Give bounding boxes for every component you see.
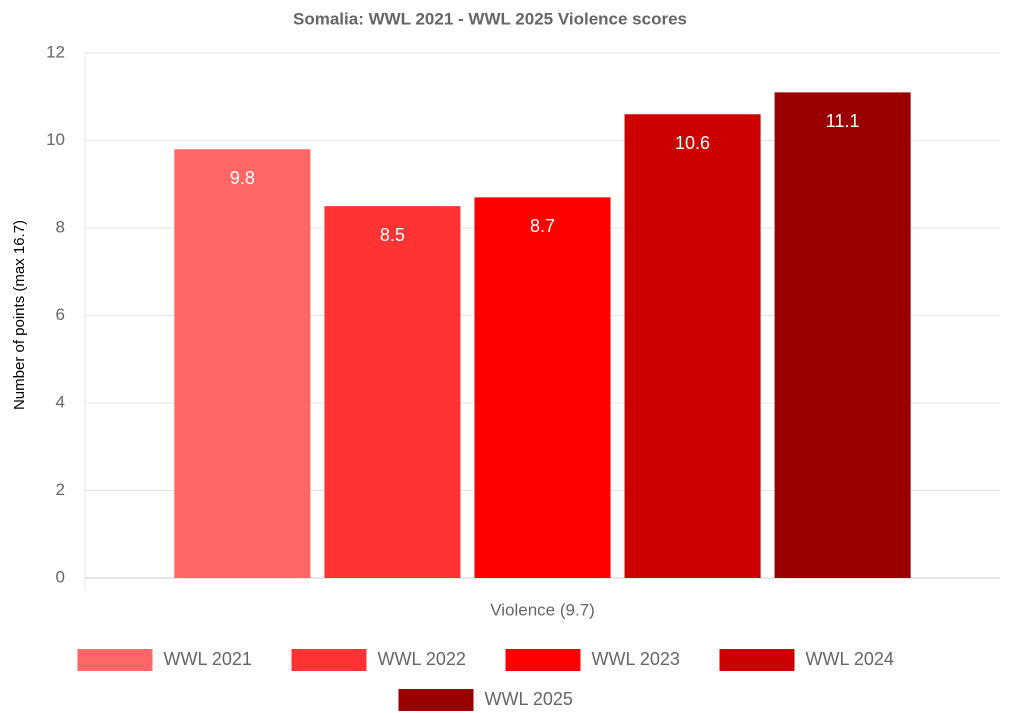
y-tick-label: 0 xyxy=(56,567,65,586)
legend-label: WWL 2024 xyxy=(806,649,894,669)
y-tick-label: 8 xyxy=(56,217,65,236)
legend-label: WWL 2022 xyxy=(378,649,466,669)
data-label: 11.1 xyxy=(826,111,860,131)
data-label: 8.7 xyxy=(530,216,555,236)
y-tick-label: 10 xyxy=(46,130,65,149)
data-label: 8.5 xyxy=(380,225,405,245)
legend-label: WWL 2021 xyxy=(164,649,252,669)
legend-swatch xyxy=(77,649,153,671)
chart-title: Somalia: WWL 2021 - WWL 2025 Violence sc… xyxy=(293,9,687,28)
x-tick-label: Violence (9.7) xyxy=(490,600,595,619)
bar xyxy=(624,114,761,578)
data-label: 9.8 xyxy=(230,168,255,188)
y-tick-label: 12 xyxy=(46,42,65,61)
bar xyxy=(324,206,461,578)
legend-label: WWL 2025 xyxy=(485,689,573,709)
bar xyxy=(774,92,911,578)
bar xyxy=(474,197,611,578)
legend-label: WWL 2023 xyxy=(592,649,680,669)
bar xyxy=(174,149,311,578)
y-tick-label: 4 xyxy=(56,392,65,411)
data-label: 10.6 xyxy=(675,133,710,153)
legend-swatch xyxy=(505,649,581,671)
legend-swatch xyxy=(398,689,474,711)
y-tick-label: 2 xyxy=(56,480,65,499)
legend-swatch xyxy=(291,649,367,671)
legend-swatch xyxy=(719,649,795,671)
y-axis-label: Number of points (max 16.7) xyxy=(11,220,28,410)
y-tick-label: 6 xyxy=(56,305,65,324)
